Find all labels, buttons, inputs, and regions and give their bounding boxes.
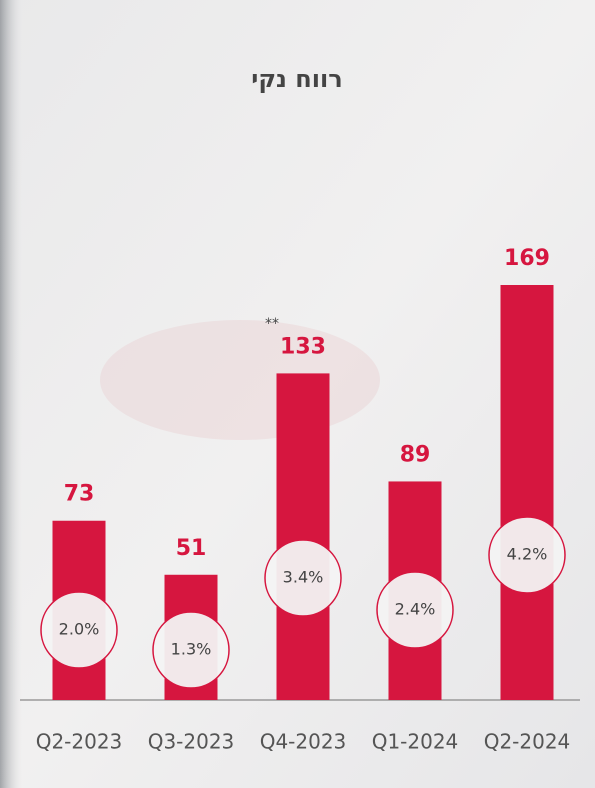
- value-label: 51: [176, 536, 207, 561]
- bar: [277, 373, 330, 700]
- margin-label: 2.4%: [395, 600, 436, 619]
- x-tick-label: Q4-2023: [260, 730, 347, 754]
- annotation: **: [265, 316, 279, 332]
- x-tick-label: Q2-2023: [36, 730, 123, 754]
- chart-title: רווח נקי: [251, 65, 342, 93]
- x-tick-label: Q2-2024: [484, 730, 571, 754]
- margin-label: 4.2%: [507, 545, 548, 564]
- value-label: 169: [504, 246, 550, 271]
- value-label: 73: [64, 482, 95, 507]
- margin-label: 1.3%: [171, 640, 212, 659]
- margin-label: 3.4%: [283, 568, 324, 587]
- background-blur: [100, 320, 380, 440]
- background-edge: [0, 0, 22, 788]
- value-label: 89: [400, 442, 431, 467]
- x-tick-label: Q3-2023: [148, 730, 235, 754]
- value-label: 133: [280, 334, 326, 359]
- margin-label: 2.0%: [59, 620, 100, 639]
- bar: [501, 285, 554, 700]
- x-tick-label: Q1-2024: [372, 730, 459, 754]
- chart: רווח נקי 73 2.0% Q2-2023 51 1.3% Q3-2023 133 3.…: [0, 0, 595, 788]
